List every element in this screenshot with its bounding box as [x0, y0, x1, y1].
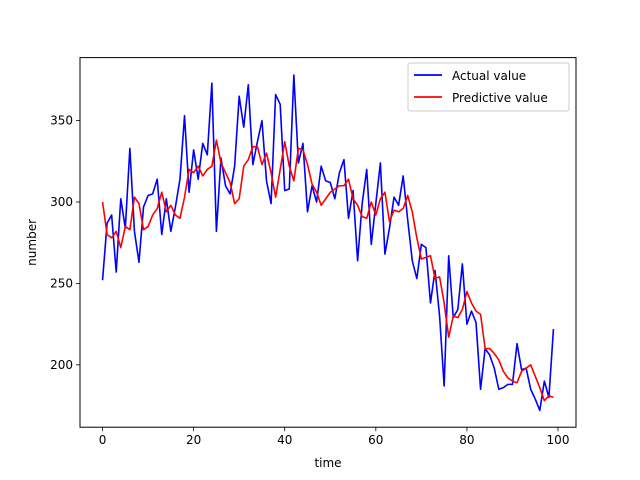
- legend-label-predictive: Predictive value: [452, 91, 548, 105]
- x-tick-label: 20: [186, 433, 201, 447]
- series-line-actual: [101, 74, 555, 412]
- y-tick-label: 250: [50, 276, 73, 290]
- y-tick-label: 350: [50, 114, 73, 128]
- x-tick-label: 0: [99, 433, 107, 447]
- series-line-predictive: [101, 139, 554, 402]
- x-axis-label: time: [314, 456, 341, 470]
- x-axis-ticks: 0 20 40 60 80 100: [99, 427, 570, 447]
- y-tick-label: 200: [50, 358, 73, 372]
- y-axis-label: number: [25, 219, 39, 266]
- legend-label-actual: Actual value: [452, 69, 526, 83]
- y-tick-label: 300: [50, 195, 73, 209]
- series-layer: [101, 74, 555, 412]
- y-axis-ticks: 200 250 300 350: [50, 114, 80, 372]
- x-tick-label: 80: [459, 433, 474, 447]
- x-tick-label: 60: [368, 433, 383, 447]
- legend-box: [407, 62, 570, 112]
- legend: Actual value Predictive value: [407, 62, 570, 112]
- x-tick-label: 40: [277, 433, 292, 447]
- plot-area-frame: [79, 57, 577, 428]
- x-tick-label: 100: [547, 433, 570, 447]
